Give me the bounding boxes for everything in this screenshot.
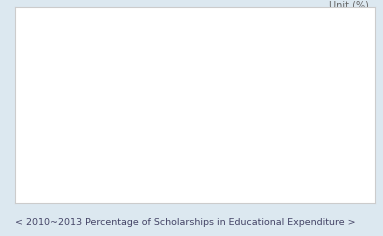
- Bar: [311, 132, 352, 175]
- Bar: [73, 53, 115, 175]
- Text: Unit (%): Unit (%): [329, 1, 369, 11]
- Text: < 2010~2013 Percentage of Scholarships in Educational Expenditure >: < 2010~2013 Percentage of Scholarships i…: [15, 218, 356, 227]
- Text: 10.1%: 10.1%: [315, 120, 348, 130]
- Text: 39.4%: 39.4%: [74, 41, 113, 51]
- Bar: [232, 105, 273, 175]
- Bar: [152, 95, 193, 175]
- Text: 19%: 19%: [162, 83, 185, 93]
- Text: 16.6%: 16.6%: [236, 93, 269, 103]
